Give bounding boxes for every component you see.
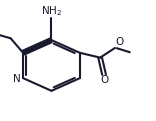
- Text: N: N: [12, 74, 20, 84]
- Text: O: O: [116, 37, 124, 47]
- Text: O: O: [100, 76, 108, 86]
- Text: NH$_2$: NH$_2$: [41, 4, 62, 18]
